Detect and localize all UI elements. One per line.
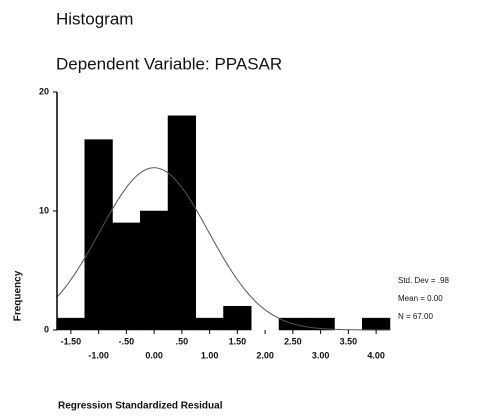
y-tick-label: 0: [44, 324, 49, 334]
bar: [112, 222, 141, 331]
y-axis-label: Frequency: [13, 270, 24, 321]
x-tick-label: 3.00: [312, 350, 330, 360]
x-tick-label: 0.00: [145, 350, 163, 360]
stat-mean: Mean = 0.00: [398, 294, 443, 303]
x-tick-label: 4.00: [367, 350, 385, 360]
y-tick-label: 20: [39, 86, 49, 96]
bar: [56, 317, 85, 331]
y-tick-label: 10: [39, 205, 49, 215]
x-tick-label: -.50: [119, 336, 135, 346]
bar: [223, 305, 252, 331]
x-tick-label: -1.00: [88, 350, 109, 360]
x-tick-label: 1.50: [229, 336, 247, 346]
x-tick-label: 2.00: [256, 350, 274, 360]
x-tick-label: 1.00: [201, 350, 219, 360]
chart-subtitle: Dependent Variable: PPASAR: [56, 54, 282, 73]
normal-curve: [56, 167, 390, 331]
x-axis-label: Regression Standardized Residual: [58, 401, 223, 412]
stat-std: Std. Dev = .98: [398, 276, 449, 285]
bar: [84, 139, 113, 331]
bar: [362, 317, 391, 331]
bar: [167, 115, 196, 331]
x-tick-label: 3.50: [340, 336, 358, 346]
bar: [140, 210, 169, 331]
x-tick-label: .50: [176, 336, 189, 346]
stat-n: N = 67.00: [398, 312, 433, 321]
bar: [195, 317, 224, 331]
chart-title: Histogram: [56, 9, 133, 28]
x-tick-label: 2.50: [284, 336, 302, 346]
x-tick-label: -1.50: [61, 336, 82, 346]
